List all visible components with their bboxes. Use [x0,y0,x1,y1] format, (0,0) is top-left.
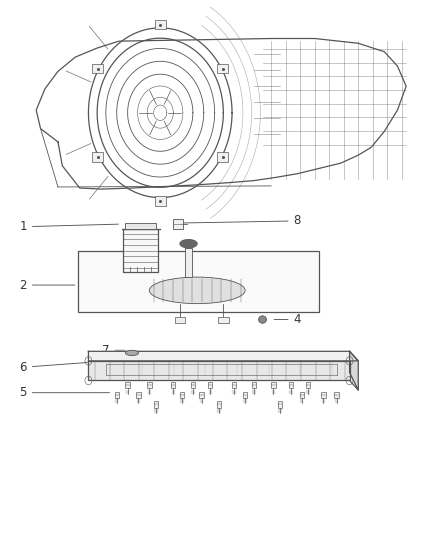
Text: 7: 7 [102,344,125,357]
Bar [125,223,156,229]
Bar [334,392,339,398]
Bar [232,382,237,389]
Bar [173,219,183,229]
Bar [217,152,229,161]
Text: 8: 8 [184,214,301,228]
Bar [115,392,119,398]
Bar [123,229,158,272]
Ellipse shape [125,350,138,356]
Polygon shape [350,351,358,390]
Bar [180,392,184,398]
Bar [218,317,229,323]
Bar [252,382,256,389]
Bar [243,392,247,398]
Ellipse shape [149,277,245,304]
Ellipse shape [258,316,266,323]
Bar [155,196,166,206]
Bar [185,248,192,277]
Bar [78,251,319,312]
Bar [175,317,185,323]
Text: 3: 3 [174,257,275,270]
Bar [92,64,103,74]
Bar [217,64,229,74]
Bar [300,392,304,398]
Bar [321,392,325,398]
Bar [278,401,282,408]
Bar [271,382,276,389]
Bar [289,382,293,389]
Polygon shape [88,361,350,381]
Bar [171,382,176,389]
Polygon shape [88,351,358,361]
Text: 4: 4 [274,313,301,326]
Bar [154,401,158,408]
Bar [125,382,130,389]
Text: 5: 5 [19,386,110,399]
Bar [208,382,212,389]
Ellipse shape [180,239,197,248]
Bar [92,152,103,161]
Bar [147,382,152,389]
Bar [306,382,311,389]
Bar [155,20,166,29]
Bar [191,382,195,389]
Bar [136,392,141,398]
Bar [217,401,221,408]
Text: 1: 1 [19,220,118,233]
Text: 6: 6 [19,361,92,374]
Bar [199,392,204,398]
Text: 2: 2 [19,279,75,292]
